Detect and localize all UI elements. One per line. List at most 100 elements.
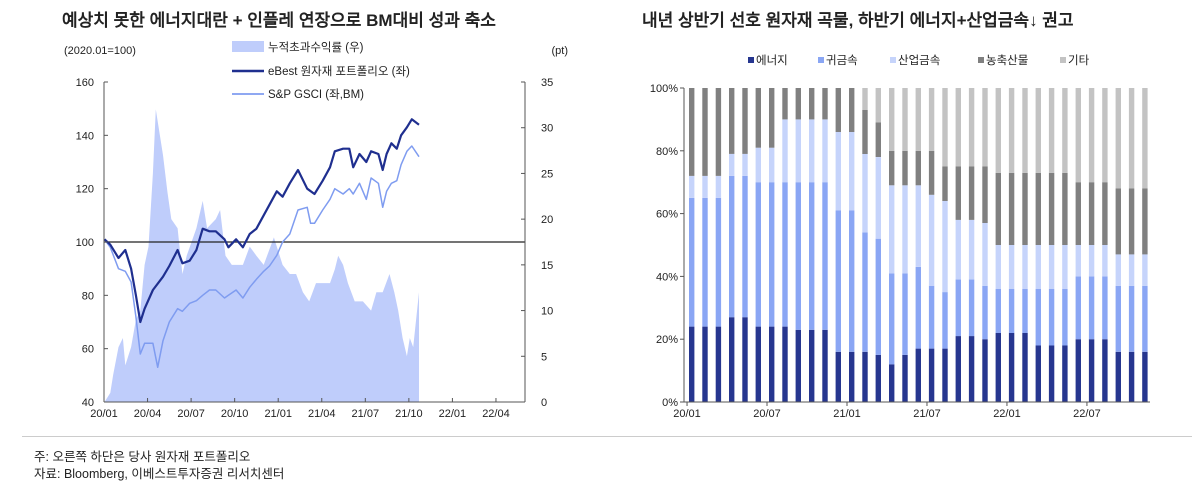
legend-label: 산업금속 [898, 54, 940, 67]
bar-segment-22-11 [1142, 188, 1148, 255]
bar-segment-21-07 [928, 150, 935, 195]
bar-segment-20-05 [742, 317, 748, 402]
legend-label: S&P GSCI (좌,BM) [268, 88, 364, 101]
legend-swatch [748, 57, 754, 63]
x-tick-label: 20/10 [221, 408, 249, 420]
divider [22, 436, 1192, 437]
y-tick-label: 20% [656, 334, 678, 346]
bar-segment-22-11 [1142, 254, 1148, 286]
bar-segment-20-08 [782, 88, 788, 120]
y-tick-label: 160 [76, 77, 94, 89]
y2-tick-label: 15 [541, 260, 553, 272]
bar-segment-22-07 [1088, 88, 1095, 183]
bar-segment-21-12 [995, 245, 1001, 289]
bar-segment-21-04 [889, 185, 895, 274]
bar-segment-22-11 [1142, 285, 1148, 352]
bar-segment-21-09 [955, 166, 961, 220]
bar-segment-22-08 [1102, 276, 1108, 340]
bar-segment-22-09 [1115, 188, 1121, 255]
x-tick-label: 21/07 [913, 408, 941, 420]
legend-label: 귀금속 [826, 54, 858, 67]
bar-segment-22-10 [1128, 88, 1135, 189]
bar-segment-21-03 [875, 88, 881, 123]
bar-segment-21-11 [982, 223, 988, 286]
bar-segment-20-04 [729, 153, 735, 176]
y2-tick-label: 20 [541, 214, 553, 226]
bar-segment-22-02 [1022, 332, 1028, 402]
bar-segment-20-03 [715, 197, 722, 327]
bar-segment-22-07 [1088, 276, 1095, 340]
bar-segment-22-09 [1115, 254, 1121, 286]
bar-segment-22-01 [1008, 245, 1015, 289]
bar-segment-21-09 [955, 88, 961, 167]
bar-segment-22-04 [1048, 172, 1055, 245]
bar-segment-22-07 [1088, 339, 1095, 402]
y2-tick-label: 5 [541, 351, 547, 363]
bar-segment-20-09 [795, 88, 801, 120]
bar-segment-21-08 [942, 201, 948, 293]
bar-segment-20-04 [729, 175, 735, 318]
bar-segment-21-08 [942, 292, 948, 349]
x-tick-label: 22/04 [482, 408, 510, 420]
bar-segment-21-08 [942, 88, 948, 167]
x-tick-label: 20/07 [177, 408, 205, 420]
bar-segment-21-04 [889, 364, 895, 402]
x-tick-label: 21/04 [308, 408, 336, 420]
bar-segment-20-05 [742, 153, 748, 176]
bar-segment-20-04 [729, 317, 735, 402]
bar-segment-20-12 [835, 132, 841, 211]
bar-segment-21-04 [889, 150, 895, 186]
bar-segment-22-03 [1035, 172, 1041, 245]
bar-segment-21-10 [968, 88, 975, 167]
right-chart-title: 내년 상반기 선호 원자재 곡물, 하반기 에너지+산업금속↓ 권고 [642, 11, 1074, 30]
bar-segment-22-05 [1062, 88, 1068, 173]
left-chart-title: 예상치 못한 에너지대란 + 인플레 연장으로 BM대비 성과 축소 [62, 11, 496, 30]
y-tick-label: 80% [656, 146, 678, 158]
bar-segment-22-07 [1088, 245, 1095, 277]
y-tick-label: 40 [82, 397, 94, 409]
bar-segment-22-02 [1022, 289, 1028, 333]
bar-segment-20-08 [782, 182, 788, 327]
bar-segment-20-01 [689, 197, 695, 327]
x-tick-label: 21/01 [833, 408, 861, 420]
bar-segment-21-12 [995, 172, 1001, 245]
bar-segment-20-07 [769, 182, 775, 327]
bar-segment-20-06 [755, 147, 761, 183]
y-tick-label: 60 [82, 344, 94, 356]
bar-segment-20-12 [835, 210, 841, 352]
bar-segment-21-05 [902, 354, 908, 402]
y2-tick-label: 30 [541, 123, 553, 135]
bar-segment-21-02 [862, 88, 868, 110]
bar-segment-22-05 [1062, 289, 1068, 346]
bar-segment-21-07 [928, 348, 935, 402]
bar-segment-21-06 [915, 267, 921, 349]
bar-segment-21-03 [875, 122, 881, 157]
bar-segment-21-07 [928, 88, 935, 151]
bar-segment-22-05 [1062, 345, 1068, 402]
bar-segment-22-06 [1075, 276, 1081, 340]
bar-segment-21-05 [902, 88, 908, 151]
bar-segment-22-10 [1128, 351, 1135, 402]
x-tick-label: 20/04 [134, 408, 162, 420]
bar-segment-20-02 [702, 197, 708, 327]
bar-segment-22-03 [1035, 345, 1041, 402]
x-tick-label: 20/01 [673, 408, 701, 420]
legend-label: 누적초과수익률 (우) [268, 41, 364, 54]
bar-segment-21-02 [862, 110, 868, 154]
bar-segment-21-02 [862, 153, 868, 233]
bar-segment-21-03 [875, 157, 881, 239]
bar-segment-22-04 [1048, 289, 1055, 346]
bar-segment-22-07 [1088, 182, 1095, 245]
legend-label: 농축산물 [986, 54, 1028, 67]
bar-segment-22-06 [1075, 245, 1081, 277]
bar-segment-22-06 [1075, 88, 1081, 183]
bar-segment-21-11 [982, 339, 988, 402]
bar-segment-21-11 [982, 166, 988, 223]
bar-segment-22-09 [1115, 88, 1121, 189]
bar-segment-22-02 [1022, 172, 1028, 245]
legend-label: 기타 [1068, 54, 1090, 67]
bar-segment-22-11 [1142, 351, 1148, 402]
y-tick-label: 60% [656, 209, 678, 221]
x-tick-label: 22/01 [439, 408, 467, 420]
